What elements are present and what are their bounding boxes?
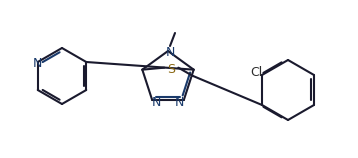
- Text: N: N: [151, 96, 161, 109]
- Text: Cl: Cl: [250, 66, 262, 79]
- Text: N: N: [175, 96, 185, 109]
- Text: S: S: [167, 63, 175, 76]
- Text: N: N: [33, 57, 43, 70]
- Text: N: N: [165, 46, 175, 59]
